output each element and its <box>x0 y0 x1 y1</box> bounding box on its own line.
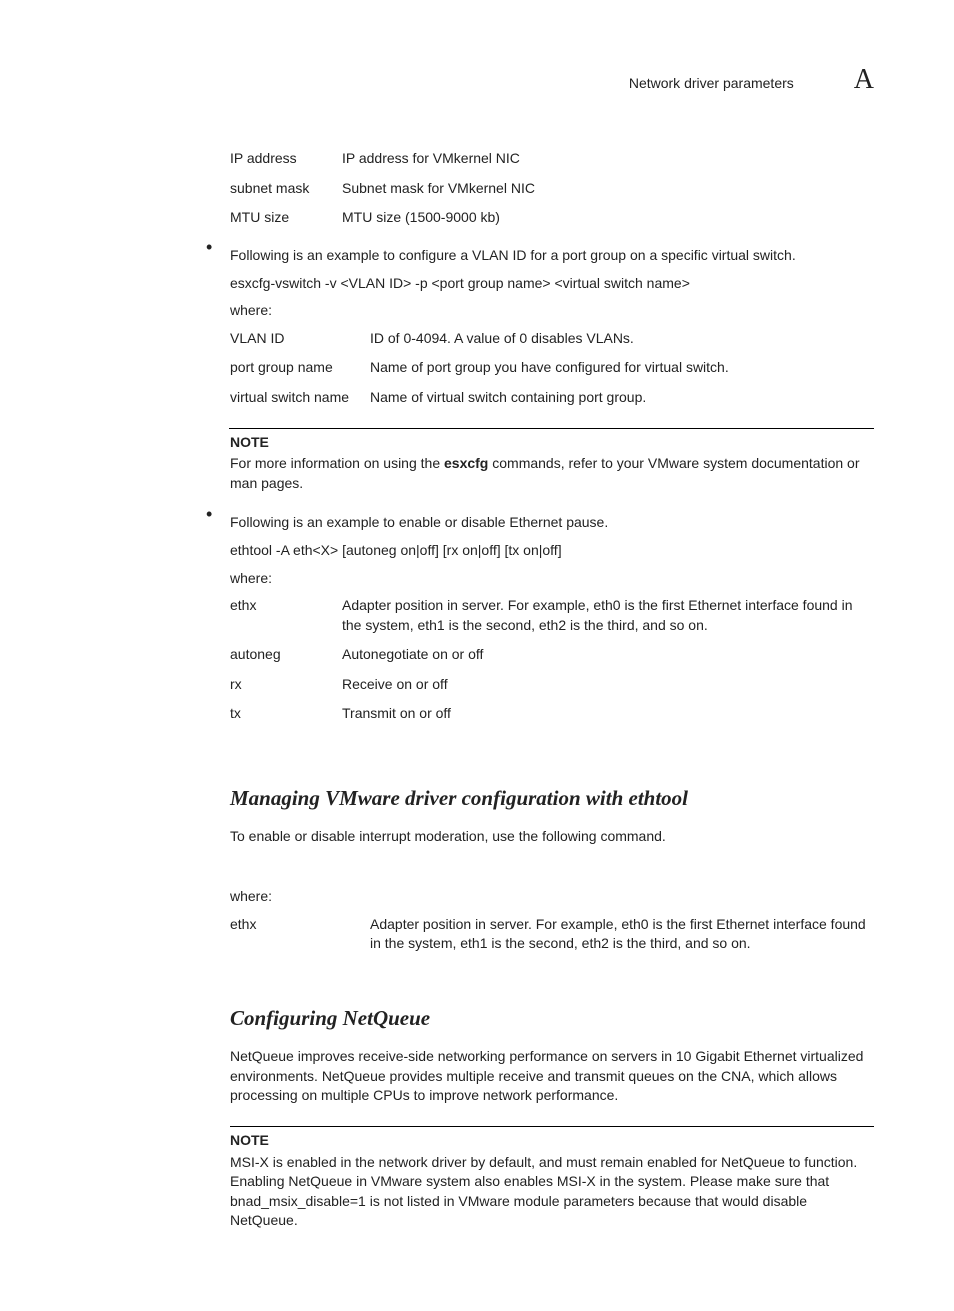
bullet-cmd: esxcfg-vswitch -v <VLAN ID> -p <port gro… <box>230 274 874 294</box>
section-heading-netqueue: Configuring NetQueue <box>230 1004 874 1033</box>
bullet-icon: • <box>206 238 230 418</box>
def-term: port group name <box>230 358 370 378</box>
where-label: where: <box>230 301 874 321</box>
def-row: VLAN ID ID of 0-4094. A value of 0 disab… <box>230 329 874 349</box>
def-row: MTU size MTU size (1500-9000 kb) <box>230 208 874 228</box>
section-heading-ethtool: Managing VMware driver configuration wit… <box>230 784 874 813</box>
bullet-vlan: • Following is an example to configure a… <box>206 238 874 418</box>
def-desc: Receive on or off <box>342 675 874 695</box>
section-body-netqueue: NetQueue improves receive-side networkin… <box>230 1047 874 1106</box>
def-term: IP address <box>230 149 342 169</box>
def-row: ethx Adapter position in server. For exa… <box>230 915 874 954</box>
section-para: NetQueue improves receive-side networkin… <box>230 1047 874 1106</box>
def-row: port group name Name of port group you h… <box>230 358 874 378</box>
def-term: MTU size <box>230 208 342 228</box>
bullet-intro: Following is an example to configure a V… <box>230 246 874 266</box>
def-row: subnet mask Subnet mask for VMkernel NIC <box>230 179 874 199</box>
where-label: where: <box>230 569 874 589</box>
def-row: IP address IP address for VMkernel NIC <box>230 149 874 169</box>
def-term: VLAN ID <box>230 329 370 349</box>
def-term: tx <box>230 704 342 724</box>
note-text-strong: esxcfg <box>444 455 488 471</box>
note-text: For more information on using the esxcfg… <box>230 454 874 493</box>
note-label: NOTE <box>230 1131 874 1151</box>
def-row: ethx Adapter position in server. For exa… <box>230 596 874 635</box>
def-desc: IP address for VMkernel NIC <box>342 149 874 169</box>
def-row: rx Receive on or off <box>230 675 874 695</box>
def-term: rx <box>230 675 342 695</box>
def-row: tx Transmit on or off <box>230 704 874 724</box>
def-term: ethx <box>230 915 370 954</box>
def-term: virtual switch name <box>230 388 370 408</box>
def-desc: MTU size (1500-9000 kb) <box>342 208 874 228</box>
def-desc: Subnet mask for VMkernel NIC <box>342 179 874 199</box>
bullet-icon: • <box>206 505 230 734</box>
def-desc: Transmit on or off <box>342 704 874 724</box>
def-term: autoneg <box>230 645 342 665</box>
def-term: ethx <box>230 596 342 635</box>
header-appendix-letter: A <box>854 60 874 99</box>
def-term: subnet mask <box>230 179 342 199</box>
def-desc: Name of port group you have configured f… <box>370 358 874 378</box>
page: Network driver parameters A IP address I… <box>0 0 954 1311</box>
def-desc: Adapter position in server. For example,… <box>342 596 874 635</box>
bullet-cmd: ethtool -A eth<X> [autoneg on|off] [rx o… <box>230 541 874 561</box>
bullet-intro: Following is an example to enable or dis… <box>230 513 874 533</box>
def-row: virtual switch name Name of virtual swit… <box>230 388 874 408</box>
def-desc: Autonegotiate on or off <box>342 645 874 665</box>
where-label: where: <box>230 887 874 907</box>
note-block: NOTE MSI-X is enabled in the network dri… <box>230 1126 874 1231</box>
def-table-1: IP address IP address for VMkernel NIC s… <box>230 149 874 228</box>
bullet-ethtool-pause: • Following is an example to enable or d… <box>206 505 874 734</box>
def-row: autoneg Autonegotiate on or off <box>230 645 874 665</box>
def-desc: Name of virtual switch containing port g… <box>370 388 874 408</box>
note-text-before: For more information on using the <box>230 455 444 471</box>
page-header: Network driver parameters A <box>80 60 874 99</box>
note-block: NOTE For more information on using the e… <box>230 428 874 494</box>
note-label: NOTE <box>230 433 874 453</box>
section-body-ethtool: To enable or disable interrupt moderatio… <box>230 827 874 953</box>
header-title: Network driver parameters <box>629 74 794 94</box>
section-intro: To enable or disable interrupt moderatio… <box>230 827 874 847</box>
note-text: MSI-X is enabled in the network driver b… <box>230 1153 874 1231</box>
def-desc: ID of 0-4094. A value of 0 disables VLAN… <box>370 329 874 349</box>
def-desc: Adapter position in server. For example,… <box>370 915 874 954</box>
